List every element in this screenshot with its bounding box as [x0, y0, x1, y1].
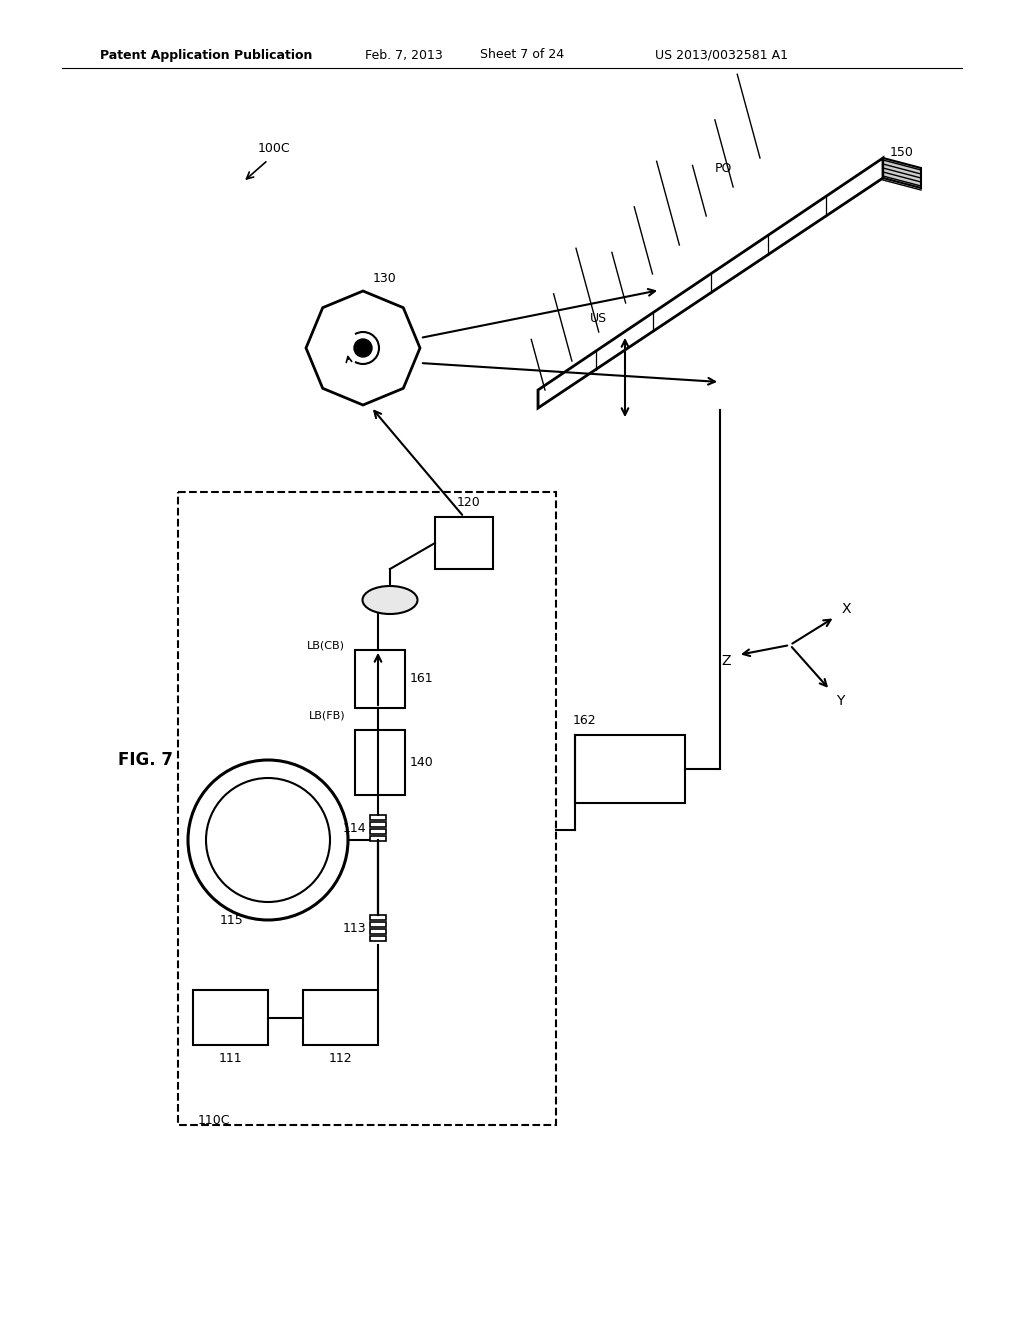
- Polygon shape: [883, 158, 921, 187]
- Text: 115: 115: [220, 913, 244, 927]
- Text: Feb. 7, 2013: Feb. 7, 2013: [365, 49, 442, 62]
- Bar: [303, 990, 378, 1045]
- Text: X: X: [842, 602, 851, 616]
- Bar: [370, 822, 386, 828]
- Bar: [178, 492, 556, 1125]
- Text: 140: 140: [410, 756, 434, 770]
- Bar: [370, 915, 386, 920]
- Text: PO: PO: [715, 161, 732, 174]
- Text: 110C: 110C: [198, 1114, 230, 1126]
- Text: FIG. 7: FIG. 7: [118, 751, 173, 770]
- Text: Y: Y: [836, 694, 844, 708]
- Polygon shape: [306, 290, 420, 405]
- Bar: [370, 936, 386, 941]
- Polygon shape: [538, 158, 883, 408]
- Circle shape: [354, 339, 372, 356]
- Text: 150: 150: [890, 145, 913, 158]
- Bar: [370, 814, 386, 820]
- Text: 112: 112: [329, 1052, 352, 1065]
- Bar: [370, 929, 386, 935]
- Text: 161: 161: [410, 672, 433, 685]
- Text: US: US: [590, 312, 607, 325]
- Ellipse shape: [362, 586, 418, 614]
- Bar: [370, 921, 386, 927]
- Bar: [575, 735, 685, 803]
- Bar: [193, 990, 268, 1045]
- Bar: [435, 517, 493, 569]
- Bar: [370, 836, 386, 841]
- Text: 100C: 100C: [258, 141, 291, 154]
- Text: 113: 113: [342, 923, 366, 936]
- Text: Sheet 7 of 24: Sheet 7 of 24: [480, 49, 564, 62]
- Text: 130: 130: [373, 272, 396, 285]
- Text: 114: 114: [342, 822, 366, 836]
- Text: 120: 120: [457, 496, 481, 510]
- Text: Patent Application Publication: Patent Application Publication: [100, 49, 312, 62]
- Text: Z: Z: [721, 653, 731, 668]
- Bar: [370, 829, 386, 834]
- Bar: [355, 730, 406, 795]
- Text: 111: 111: [219, 1052, 243, 1065]
- Text: LB(FB): LB(FB): [308, 710, 345, 719]
- Text: 162: 162: [573, 714, 597, 727]
- Bar: [355, 649, 406, 708]
- Text: US 2013/0032581 A1: US 2013/0032581 A1: [655, 49, 788, 62]
- Text: LB(CB): LB(CB): [307, 640, 345, 649]
